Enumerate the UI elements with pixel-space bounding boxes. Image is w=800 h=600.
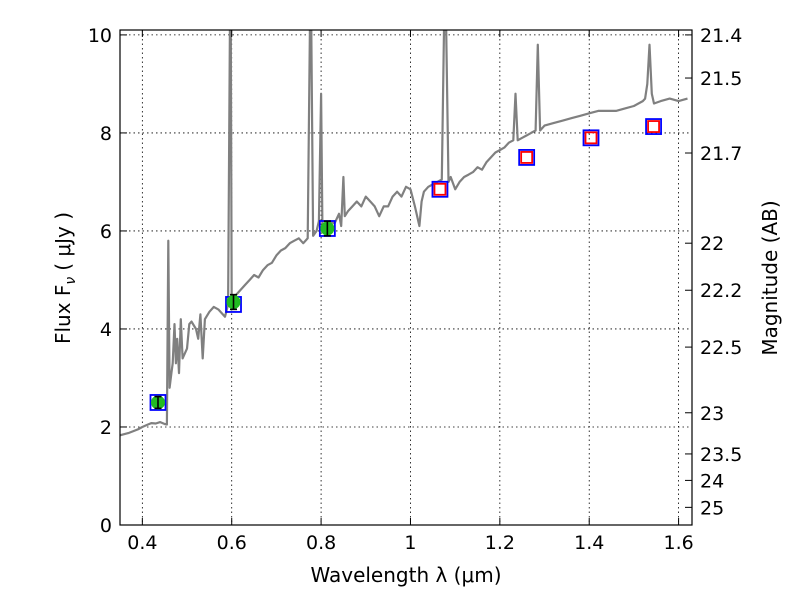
plot-frame bbox=[119, 29, 693, 526]
y-tick-label: 0 bbox=[100, 515, 112, 537]
model-photometry-square bbox=[645, 118, 662, 135]
right-tick-label: 21.5 bbox=[700, 68, 742, 90]
right-tick-label: 25 bbox=[700, 497, 724, 519]
model-photometry-square bbox=[582, 129, 600, 147]
right-tick-label: 23 bbox=[700, 403, 724, 425]
right-tick-label: 23.5 bbox=[700, 444, 742, 466]
y-axis-label: Flux Fν( μJy ) bbox=[51, 212, 79, 344]
right-tick-label: 21.7 bbox=[700, 143, 742, 165]
marker-layer bbox=[149, 118, 662, 411]
upper-limit-square bbox=[433, 182, 447, 196]
right-tick-label: 24 bbox=[700, 470, 724, 492]
y-axis-label-sub: ν bbox=[63, 277, 79, 285]
sed-model-line bbox=[120, 30, 688, 437]
model-photometry-square bbox=[149, 394, 167, 411]
right-tick-label: 21.4 bbox=[700, 25, 742, 47]
right-tick-label: 22.2 bbox=[700, 280, 742, 302]
right-axis-label: Magnitude (AB) bbox=[758, 200, 782, 355]
y-tick-label: 2 bbox=[100, 417, 112, 439]
y-tick-label: 10 bbox=[88, 25, 112, 47]
x-tick-label: 1 bbox=[404, 532, 416, 554]
x-tick-label: 0.4 bbox=[127, 532, 157, 554]
x-tick-label: 1.2 bbox=[485, 532, 515, 554]
x-tick-label: 1.4 bbox=[574, 532, 604, 554]
y-tick-label: 4 bbox=[100, 319, 112, 341]
upper-limit-square bbox=[520, 151, 534, 164]
x-tick-label: 0.8 bbox=[306, 532, 336, 554]
y-axis-label-unit: ( μJy ) bbox=[51, 212, 75, 271]
y-tick-label: 6 bbox=[100, 221, 112, 243]
right-tick-label: 22 bbox=[700, 233, 724, 255]
grid-layer bbox=[120, 30, 692, 525]
x-tick-label: 1.6 bbox=[663, 532, 693, 554]
upper-limit-square bbox=[584, 131, 598, 145]
upper-limit-square bbox=[647, 120, 660, 133]
model-photometry-square bbox=[518, 149, 536, 166]
series-layer bbox=[120, 30, 688, 437]
x-axis-label: Wavelength λ (μm) bbox=[310, 563, 501, 587]
right-tick-label: 22.5 bbox=[700, 337, 742, 359]
x-tick-label: 0.6 bbox=[217, 532, 247, 554]
model-photometry-square bbox=[431, 180, 449, 198]
y-tick-label: 8 bbox=[100, 123, 112, 145]
